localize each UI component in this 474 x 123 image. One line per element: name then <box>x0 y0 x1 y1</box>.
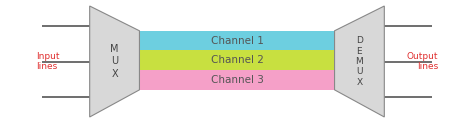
Text: Output
lines: Output lines <box>407 52 438 71</box>
Text: M
U
X: M U X <box>110 44 119 79</box>
Polygon shape <box>90 6 139 117</box>
Text: Channel 3: Channel 3 <box>210 75 264 85</box>
Text: D
E
M
U
X: D E M U X <box>356 36 363 87</box>
Bar <box>139 50 335 70</box>
Bar <box>139 70 335 90</box>
Text: Input
lines: Input lines <box>36 52 59 71</box>
Bar <box>139 31 335 50</box>
Text: Channel 2: Channel 2 <box>210 55 264 65</box>
Polygon shape <box>335 6 384 117</box>
Text: Channel 1: Channel 1 <box>210 36 264 46</box>
